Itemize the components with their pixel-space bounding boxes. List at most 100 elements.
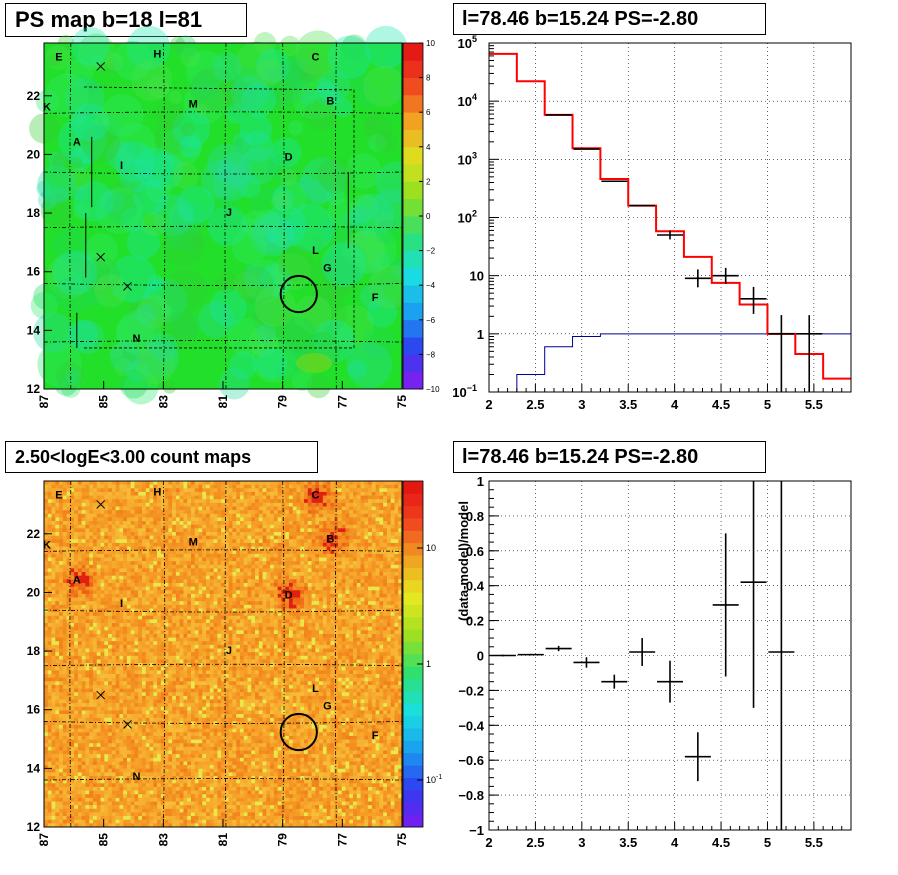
count-map-pixel	[179, 481, 184, 485]
count-map-pixel	[266, 484, 271, 489]
count-map-pixel	[44, 491, 49, 496]
count-map-pixel	[100, 484, 105, 489]
count-map-pixel	[383, 481, 388, 485]
count-map-pixel	[236, 484, 241, 489]
count-map-pixel	[270, 499, 275, 504]
count-map-pixel	[134, 481, 139, 485]
ps-map-blob	[256, 48, 291, 83]
ps-map-blob	[162, 268, 208, 314]
ps-map-blob	[310, 254, 357, 301]
count-map-pixel	[386, 491, 391, 496]
ps-map-blob	[322, 215, 354, 246]
count-map-pixel	[296, 491, 301, 496]
count-map-pixel	[232, 491, 237, 496]
count-map-pixel	[221, 499, 226, 504]
count-map-pixel	[111, 495, 116, 500]
count-map-pixel	[221, 491, 226, 496]
count-map-pixel	[341, 484, 346, 489]
ps-map-blob	[305, 179, 331, 206]
count-map-pixel	[164, 488, 169, 493]
count-map-pixel	[371, 488, 376, 493]
ps-map-blob	[134, 147, 175, 188]
ps-map-blob	[96, 115, 121, 141]
ps-map-blob	[37, 165, 76, 204]
x-tick-label: 2.5	[526, 397, 544, 412]
y-tick-label: 105	[458, 34, 477, 51]
count-map-pixel	[141, 495, 147, 500]
count-map-pixel	[368, 484, 373, 489]
count-map-pixel	[190, 495, 196, 500]
count-map-pixel	[89, 484, 94, 489]
count-map-pixel	[322, 481, 327, 485]
count-map-pixel	[360, 499, 365, 504]
count-map-pixel	[209, 495, 214, 500]
ps-map-blob	[254, 285, 296, 328]
count-map-pixel	[337, 495, 343, 500]
count-map-pixel	[353, 495, 358, 500]
count-map-pixel	[187, 488, 192, 493]
colorbar-cell	[403, 164, 423, 182]
count-map-pixel	[356, 499, 361, 504]
ps-map-blob	[363, 116, 378, 130]
count-map-pixel	[104, 488, 109, 493]
ps-map-region-outline	[83, 86, 355, 349]
ps-map-blob	[242, 263, 267, 289]
count-map-pixel	[255, 484, 260, 489]
colorbar-cell	[403, 216, 423, 234]
ps-map-blob	[275, 358, 298, 382]
count-map-pixel	[292, 499, 297, 504]
count-map-pixel	[292, 488, 297, 493]
ps-map-blob	[33, 312, 74, 353]
count-map-pixel	[206, 488, 211, 493]
ps-map-blob	[225, 103, 246, 124]
parallel-line	[43, 171, 403, 175]
count-map-pixel	[262, 499, 267, 504]
count-map-pixel	[315, 491, 320, 496]
count-map-pixel	[375, 495, 380, 500]
count-map-pixel	[85, 499, 90, 504]
ps-map-blob	[67, 319, 98, 351]
count-map-pixel	[360, 491, 365, 496]
count-map-pixel	[251, 488, 256, 493]
x-tick-label: 77	[335, 395, 349, 409]
count-map-pixel	[145, 491, 150, 496]
count-map-pixel	[89, 499, 94, 504]
count-map-pixel	[390, 488, 395, 493]
count-map-pixel	[364, 495, 369, 500]
count-map-pixel	[232, 481, 237, 485]
colorbar-tick-label: 8	[426, 74, 431, 83]
count-map-pixel	[108, 491, 113, 496]
count-map-pixel	[153, 495, 158, 500]
count-map-pixel	[123, 488, 128, 493]
count-map-pixel	[337, 499, 343, 504]
ps-map-blob	[349, 230, 385, 266]
count-map-pixel	[202, 488, 207, 493]
count-map-pixel	[368, 499, 373, 504]
count-map-pixel	[104, 484, 109, 489]
count-map-pixels	[44, 481, 403, 828]
count-map-pixel	[198, 481, 203, 485]
count-map-pixel	[126, 488, 131, 493]
ps-map-blob	[180, 122, 195, 137]
source-label-A: A	[73, 137, 81, 149]
count-map-pixel	[296, 484, 301, 489]
ps-map-blob	[277, 317, 319, 358]
ps-map-blob	[353, 205, 372, 224]
ps-map-blob	[71, 258, 89, 275]
y-tick-label: 14	[27, 323, 41, 337]
x-tick-label: 5.5	[805, 397, 823, 412]
source-label-E: E	[55, 52, 62, 64]
ps-map-blob	[356, 84, 381, 109]
count-map-pixel	[194, 484, 199, 489]
count-map-pixel	[236, 491, 241, 496]
count-map-pixel	[149, 481, 154, 485]
y-tick-label: 20	[27, 147, 41, 161]
y-tick-label: 12	[27, 382, 41, 396]
count-map-pixel	[126, 491, 131, 496]
count-map-pixel	[160, 481, 165, 485]
count-map-pixel	[92, 491, 98, 496]
count-map-pixel	[300, 488, 305, 493]
y-tick-label: 18	[27, 206, 41, 220]
